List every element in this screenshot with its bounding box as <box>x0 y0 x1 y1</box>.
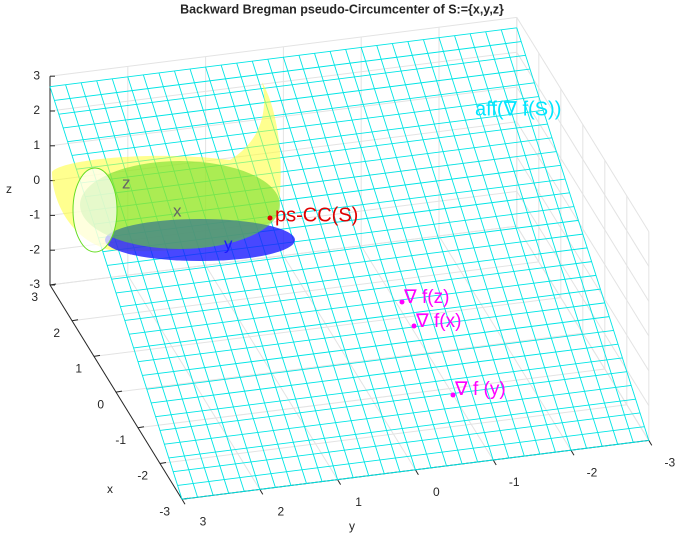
tick-mark <box>49 283 57 286</box>
grid-line <box>159 404 627 464</box>
plane-grid <box>63 68 531 129</box>
plane-grid <box>220 64 354 478</box>
plane-grid <box>58 54 526 115</box>
grid-line <box>516 17 650 232</box>
tick-mark <box>648 440 653 446</box>
x-tick-label: 0 <box>97 397 104 411</box>
ellipsoid-green <box>80 161 280 249</box>
x-tick-label: -3 <box>159 504 170 518</box>
tick-mark <box>115 390 123 393</box>
grid-line <box>49 225 517 286</box>
grid-line <box>516 86 650 302</box>
plane-grid <box>80 82 214 496</box>
grid-line <box>137 368 605 429</box>
ellipsoid-cap <box>72 167 118 253</box>
tick-mark <box>414 469 419 476</box>
x-tick-label: 2 <box>53 326 60 340</box>
tick-mark <box>570 449 575 456</box>
tick-mark <box>259 489 264 495</box>
plane-grid <box>67 82 535 143</box>
y-tick-label: 2 <box>277 505 284 519</box>
annotation: ∇ f(x) <box>415 311 461 332</box>
grid-line <box>49 51 517 112</box>
x-tick-label: 1 <box>75 362 82 376</box>
point <box>399 299 405 305</box>
plane-grid <box>71 96 539 156</box>
plane-grid <box>174 70 307 484</box>
y-tick-label: 3 <box>200 514 207 528</box>
tick-mark <box>93 354 101 357</box>
plane-grid <box>54 41 522 101</box>
grid-line <box>516 225 650 441</box>
y-axis-label: y <box>349 519 355 533</box>
x-tick-label: 3 <box>31 290 38 304</box>
z-tick-label: -1 <box>29 208 40 222</box>
grid-line <box>49 86 517 147</box>
annotation: y <box>224 234 233 253</box>
point <box>267 215 273 221</box>
grid-line <box>93 297 561 357</box>
x-tick-label: -2 <box>137 469 148 483</box>
chart-title: Backward Bregman pseudo-Circumcenter of … <box>180 2 504 16</box>
plane-grid <box>49 27 517 88</box>
plane-grid <box>65 84 198 498</box>
grid-line <box>516 121 650 337</box>
z-tick-label: 1 <box>33 138 40 152</box>
tick-mark <box>159 462 167 464</box>
x-tick-label: -1 <box>115 433 126 447</box>
plane-grid <box>96 80 230 494</box>
tick-mark <box>181 498 186 505</box>
point <box>411 323 417 329</box>
y-tick-label: 1 <box>355 495 362 509</box>
tick-mark <box>137 426 145 429</box>
ellipsoids <box>52 82 295 261</box>
plane <box>49 27 650 500</box>
annotation: ∇ f (y) <box>454 379 506 400</box>
z-tick-label: 0 <box>33 173 40 187</box>
z-tick-label: -3 <box>29 277 40 291</box>
z-axis-label: z <box>6 182 12 196</box>
plane-grid <box>49 86 183 500</box>
annotation: ∇ f(z) <box>403 287 449 308</box>
grid-line <box>71 261 539 322</box>
grid-line <box>516 156 650 372</box>
plane-grid <box>282 57 416 470</box>
tick-mark <box>71 319 79 322</box>
plane-grid <box>189 68 323 482</box>
z-tick-label: 3 <box>33 68 40 82</box>
annotation: ps-CC(S) <box>275 204 358 226</box>
grid-line <box>516 51 650 267</box>
annotation: z <box>122 173 131 192</box>
plane-grid <box>267 59 401 472</box>
tick-mark <box>492 459 497 466</box>
grid-line <box>516 191 650 406</box>
annotation: aff(∇ f(S)) <box>475 98 561 120</box>
plane-grid <box>236 62 370 476</box>
y-tick-label: -2 <box>587 465 598 479</box>
z-tick-label: -2 <box>29 242 40 256</box>
y-tick-label: -1 <box>509 475 520 489</box>
x-axis-label: x <box>107 482 113 496</box>
y-tick-label: 0 <box>433 485 440 499</box>
point <box>450 392 456 398</box>
grid-line <box>49 16 517 77</box>
y-tick-label: -3 <box>664 456 675 470</box>
plane-grid <box>127 76 261 490</box>
annotation: x <box>173 201 182 220</box>
tick-mark <box>337 479 342 485</box>
plane-grid <box>111 78 245 492</box>
z-tick-label: 2 <box>33 103 40 117</box>
labels: -3-2-10123-3-2-10123-3-2-10123xzyps-CC(S… <box>29 68 675 528</box>
grid-line <box>115 332 583 393</box>
